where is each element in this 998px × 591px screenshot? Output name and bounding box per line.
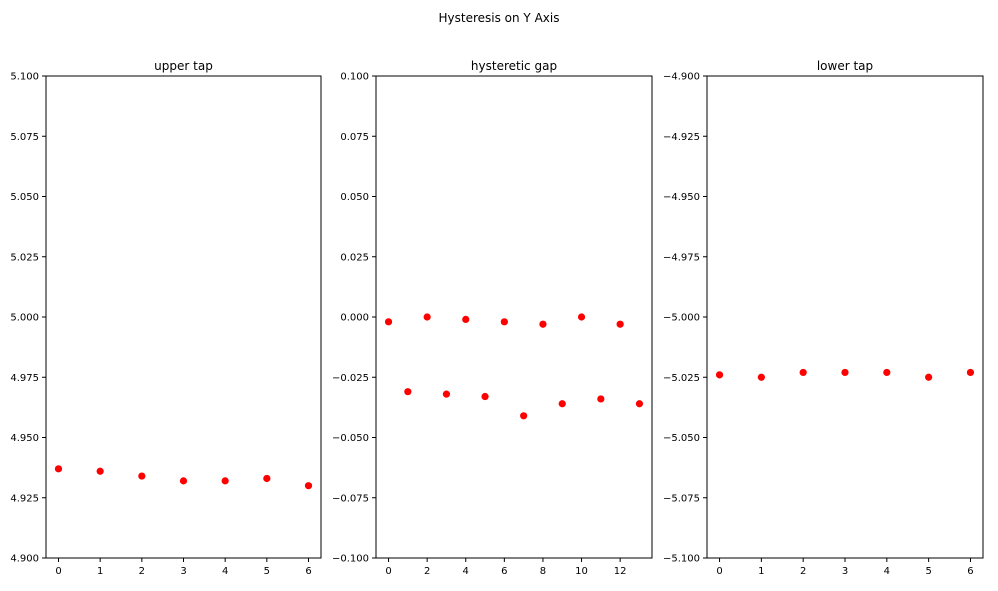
y-tick-label: 0.075 bbox=[340, 132, 369, 143]
y-tick-label: −4.925 bbox=[663, 132, 700, 143]
data-point bbox=[616, 320, 624, 328]
y-tick-label: 4.925 bbox=[10, 493, 39, 504]
x-tick-label: 5 bbox=[925, 566, 931, 577]
x-tick-label: 2 bbox=[424, 566, 430, 577]
y-tick-label: −5.050 bbox=[663, 433, 700, 444]
y-tick-label: 0.000 bbox=[340, 313, 369, 324]
data-point bbox=[520, 412, 528, 420]
x-tick-label: 1 bbox=[758, 566, 764, 577]
x-tick-label: 0 bbox=[385, 566, 391, 577]
y-tick-label: 5.050 bbox=[10, 192, 39, 203]
data-point bbox=[221, 477, 229, 485]
subplot-3: lower tap −5.100 −5.075 −5.050 −5.025 −5.000 −… bbox=[663, 59, 984, 577]
x-tick-label: 4 bbox=[222, 566, 228, 577]
y-tick-label: 5.075 bbox=[10, 132, 39, 143]
data-point bbox=[179, 477, 188, 485]
x-tick-label: 2 bbox=[139, 566, 145, 577]
y-tick-label: −0.050 bbox=[332, 433, 369, 444]
x-tick-label: 12 bbox=[614, 566, 627, 577]
y-tick-label: −5.025 bbox=[663, 373, 700, 384]
data-point bbox=[423, 313, 431, 321]
y-tick-label: 5.000 bbox=[10, 313, 39, 324]
subplot-title: upper tap bbox=[154, 59, 213, 73]
y-tick-label: −4.950 bbox=[663, 192, 700, 203]
data-point bbox=[558, 400, 566, 408]
y-tick-label: 4.900 bbox=[10, 554, 39, 565]
data-point bbox=[883, 368, 891, 377]
data-point bbox=[304, 482, 313, 490]
subplot-2: hysteretic gap −0.100 −0.075 −0.050 −0.025 0.… bbox=[332, 59, 653, 577]
y-tick-label: −5.100 bbox=[663, 554, 700, 565]
x-tick-label: 3 bbox=[180, 566, 186, 577]
axes-frame bbox=[706, 75, 984, 559]
x-tick-label: 6 bbox=[967, 566, 973, 577]
y-tick-label: −5.075 bbox=[663, 493, 700, 504]
y-tick-label: −4.900 bbox=[663, 72, 700, 83]
x-tick-label: 10 bbox=[575, 566, 588, 577]
data-point bbox=[841, 368, 849, 377]
data-point bbox=[715, 371, 724, 379]
data-point bbox=[54, 465, 63, 473]
x-tick-label: 1 bbox=[97, 566, 103, 577]
data-point bbox=[966, 368, 975, 377]
subplot-title: lower tap bbox=[817, 59, 873, 73]
data-point bbox=[539, 320, 547, 328]
y-tick-label: 0.025 bbox=[340, 252, 369, 263]
data-point bbox=[799, 368, 807, 377]
x-tick-label: 2 bbox=[800, 566, 806, 577]
data-point bbox=[481, 392, 489, 401]
x-tick-label: 3 bbox=[842, 566, 848, 577]
figure-suptitle: Hysteresis on Y Axis bbox=[439, 11, 560, 25]
x-tick-label: 4 bbox=[463, 566, 469, 577]
axes-frame bbox=[375, 75, 653, 559]
x-tick-label: 8 bbox=[540, 566, 546, 577]
axes-frame bbox=[45, 75, 322, 559]
y-tick-label: 0.100 bbox=[340, 72, 369, 83]
y-tick-label: −0.075 bbox=[332, 493, 369, 504]
data-point bbox=[96, 467, 104, 475]
data-point bbox=[635, 400, 644, 408]
data-point bbox=[500, 318, 508, 326]
y-tick-label: 5.025 bbox=[10, 252, 39, 263]
x-tick-label: 5 bbox=[264, 566, 270, 577]
data-point bbox=[577, 313, 586, 321]
data-point bbox=[597, 395, 605, 403]
x-tick-label: 0 bbox=[55, 566, 61, 577]
y-tick-label: 4.975 bbox=[10, 373, 39, 384]
x-tick-label: 0 bbox=[716, 566, 722, 577]
y-tick-label: 4.950 bbox=[10, 433, 39, 444]
data-point bbox=[138, 472, 146, 480]
y-tick-label: −4.975 bbox=[663, 252, 700, 263]
subplot-1: upper tap 4.900 4.925 4.950 4.975 5.000 5.025 5… bbox=[10, 59, 322, 577]
y-tick-label: 0.050 bbox=[340, 192, 369, 203]
data-point bbox=[442, 390, 451, 398]
y-tick-label: −5.000 bbox=[663, 313, 700, 324]
data-point bbox=[263, 474, 271, 483]
subplot-title: hysteretic gap bbox=[471, 59, 557, 73]
data-point bbox=[462, 315, 470, 324]
x-tick-label: 6 bbox=[305, 566, 311, 577]
y-tick-label: 5.100 bbox=[10, 72, 39, 83]
x-tick-label: 6 bbox=[501, 566, 507, 577]
data-point bbox=[384, 318, 393, 326]
data-point bbox=[757, 373, 765, 381]
data-point bbox=[925, 373, 933, 381]
y-tick-label: −0.025 bbox=[332, 373, 369, 384]
y-tick-label: −0.100 bbox=[332, 554, 369, 565]
x-tick-label: 4 bbox=[884, 566, 890, 577]
data-point bbox=[404, 388, 412, 396]
